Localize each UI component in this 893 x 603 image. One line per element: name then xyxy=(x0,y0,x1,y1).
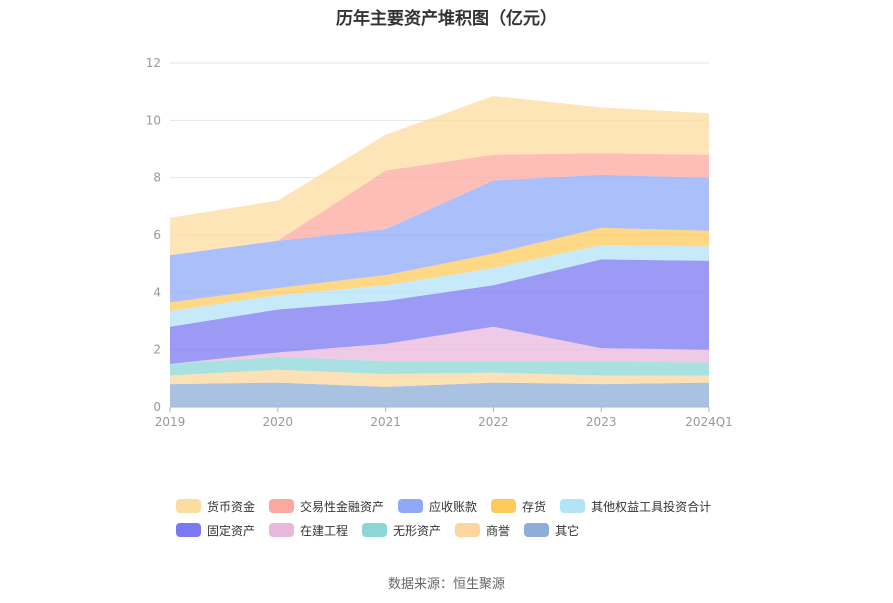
legend-label: 无形资产 xyxy=(393,523,442,538)
x-tick-label: 2019 xyxy=(155,415,186,429)
legend-swatch xyxy=(560,499,586,513)
legend-label: 商誉 xyxy=(486,523,511,538)
area-series-货币资金[interactable] xyxy=(170,96,709,256)
area-series-应收账款[interactable] xyxy=(170,174,709,303)
x-tick-label: 2024Q1 xyxy=(685,415,733,429)
legend-item[interactable]: 其它 xyxy=(524,522,579,539)
area-series-交易性金融资产[interactable] xyxy=(170,153,709,256)
legend-item[interactable]: 在建工程 xyxy=(269,522,348,539)
legend: 货币资金 交易性金融资产 应收账款 存货 其他权益工具投资合计固定资产 在建工程 无形资产 商… xyxy=(176,494,776,542)
axes: 0 2 4 6 8 10 12 2019 2020 2021 2022 2023 2024Q1 xyxy=(146,56,733,429)
y-tick-label: 10 xyxy=(146,113,161,127)
legend-row: 货币资金 交易性金融资产 应收账款 存货 其他权益工具投资合计 xyxy=(176,494,776,518)
legend-item[interactable]: 商誉 xyxy=(455,522,510,539)
area-series-商誉[interactable] xyxy=(170,369,709,387)
legend-label: 应收账款 xyxy=(429,499,478,514)
legend-item[interactable]: 应收账款 xyxy=(398,498,477,515)
area-series-其他权益工具投资合计[interactable] xyxy=(170,245,709,327)
stacked-area-chart: 0 2 4 6 8 10 12 2019 2020 2021 2022 2023 2024Q1 xyxy=(146,56,733,429)
legend-label: 其他权益工具投资合计 xyxy=(591,499,712,514)
chart-title: 历年主要资产堆积图（亿元） xyxy=(336,9,557,29)
x-tick-label: 2022 xyxy=(478,415,509,429)
x-tick-label: 2023 xyxy=(586,415,617,429)
area-series-无形资产[interactable] xyxy=(170,356,709,376)
legend-item[interactable]: 其他权益工具投资合计 xyxy=(560,498,711,515)
area-layers xyxy=(170,96,709,407)
legend-swatch xyxy=(398,499,424,513)
legend-swatch xyxy=(362,523,388,537)
y-tick-label: 0 xyxy=(153,400,161,414)
legend-swatch xyxy=(491,499,517,513)
legend-swatch xyxy=(269,499,295,513)
area-series-固定资产[interactable] xyxy=(170,259,709,364)
x-tick-label: 2020 xyxy=(263,415,294,429)
legend-swatch xyxy=(524,523,550,537)
legend-label: 固定资产 xyxy=(207,523,256,538)
legend-item[interactable]: 交易性金融资产 xyxy=(269,498,384,515)
legend-item[interactable]: 无形资产 xyxy=(362,522,441,539)
y-tick-label: 6 xyxy=(153,228,161,242)
area-series-在建工程[interactable] xyxy=(170,326,709,364)
area-series-其它[interactable] xyxy=(170,382,709,407)
legend-label: 其它 xyxy=(555,523,580,538)
legend-row: 固定资产 在建工程 无形资产 商誉 其它 xyxy=(176,518,776,542)
legend-swatch xyxy=(176,499,201,513)
legend-swatch xyxy=(176,523,201,537)
y-tick-label: 4 xyxy=(153,285,161,299)
legend-label: 在建工程 xyxy=(300,523,349,538)
area-series-存货[interactable] xyxy=(170,227,709,311)
x-tick-label: 2021 xyxy=(370,415,401,429)
legend-swatch xyxy=(269,523,295,537)
y-tick-label: 12 xyxy=(146,56,161,70)
legend-label: 交易性金融资产 xyxy=(300,499,385,514)
y-tick-label: 8 xyxy=(153,171,161,185)
data-source: 数据来源：恒生聚源 xyxy=(387,577,505,592)
legend-label: 货币资金 xyxy=(207,499,256,514)
y-tick-label: 2 xyxy=(153,343,161,357)
legend-label: 存货 xyxy=(522,499,547,514)
legend-item[interactable]: 固定资产 xyxy=(176,522,255,539)
legend-swatch xyxy=(455,523,481,537)
legend-item[interactable]: 存货 xyxy=(491,498,546,515)
legend-item[interactable]: 货币资金 xyxy=(176,498,255,515)
